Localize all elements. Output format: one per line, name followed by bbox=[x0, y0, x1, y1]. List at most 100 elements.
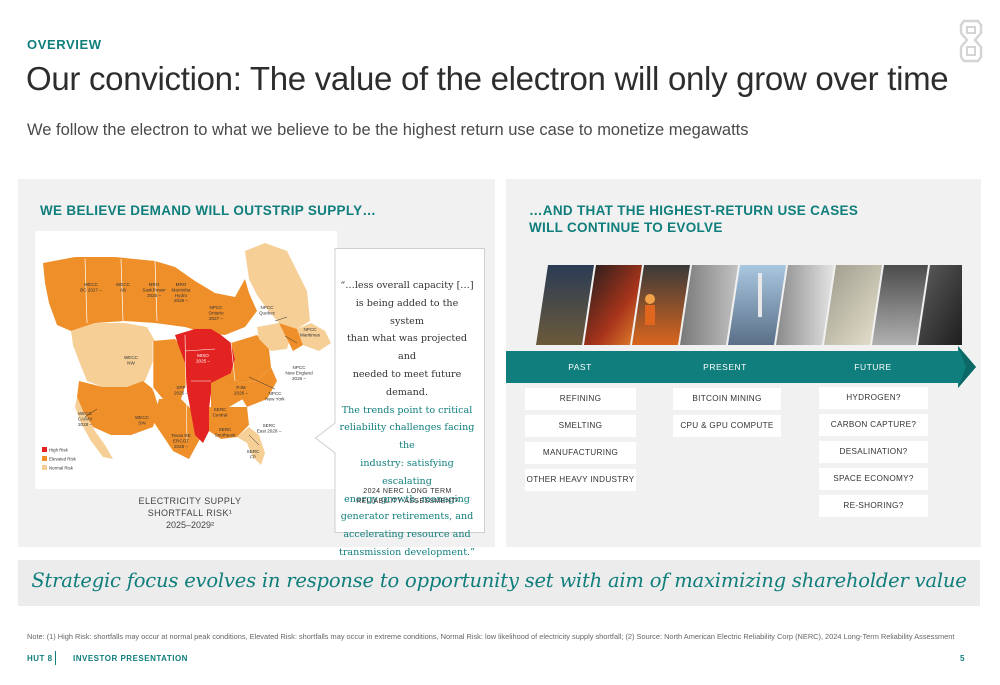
map-label-mro-manitoba: MRO Manitoba Hydro 2028 – bbox=[172, 282, 191, 303]
map-region-new-england bbox=[279, 323, 303, 351]
worker-photo bbox=[632, 265, 690, 345]
page-subtitle: We follow the electron to what we believ… bbox=[27, 121, 749, 139]
map-label-npcc-quebec: NPCC Quebec bbox=[259, 305, 276, 315]
refinery-photo bbox=[536, 265, 594, 345]
timeline-label-future: FUTURE bbox=[854, 362, 892, 372]
quote-line-highlight: energy growth, managing bbox=[344, 493, 470, 505]
map-region-florida bbox=[237, 427, 265, 465]
hut8-logo-icon bbox=[959, 19, 983, 63]
map-label-wecc-bc: WECC BC 2027 – bbox=[80, 282, 102, 292]
map-label-npcc-ontario: NPCC Ontario 2027 – bbox=[208, 305, 224, 321]
use-case-past: SMELTING bbox=[525, 415, 636, 437]
map-label-serc-fp: SERC FP bbox=[247, 449, 260, 459]
map-label-wecc-nw: WECC NW bbox=[124, 355, 139, 365]
strategy-banner-text: Strategic focus evolves in response to o… bbox=[31, 569, 967, 592]
quote-line: is being added to the system bbox=[355, 297, 459, 327]
use-cases-heading-line-2: WILL CONTINUE TO EVOLVE bbox=[529, 220, 723, 235]
map-label-npcc-maritimes: NPCC Maritimes bbox=[300, 327, 321, 337]
quote-line-highlight: reliability challenges facing the bbox=[339, 422, 475, 452]
map-label-wecc-ab: WECC AB bbox=[116, 282, 131, 292]
quote-source-line-2: RELIABILITY ASSESSMENT² bbox=[356, 498, 459, 505]
map-label-serc-southeast: SERC Southeast bbox=[215, 427, 236, 437]
map-region-spp bbox=[153, 339, 187, 399]
map-label-serc-central: SERC Central bbox=[213, 407, 228, 417]
map-caption-line-1: ELECTRICITY SUPPLY bbox=[138, 496, 242, 506]
map-label-wecc-camx: WECC CA/MX 2028 – bbox=[78, 411, 93, 427]
section-eyebrow: OVERVIEW bbox=[27, 37, 102, 52]
quote-line-highlight: industry: satisfying escalating bbox=[360, 457, 454, 487]
map-label-texas-re: Texas RE ERCOT 2028 – bbox=[171, 433, 191, 449]
supply-shortfall-map: WECC BC 2027 – WECC AB MRO SaskPower 2026 – … bbox=[42, 243, 331, 471]
legend-label-high: High Risk bbox=[49, 448, 69, 453]
map-caption-line-3: 2025–2029² bbox=[165, 520, 215, 530]
use-case-present: BITCOIN MINING bbox=[673, 388, 781, 410]
map-label-npcc-new-england: NPCC New England 2026 – bbox=[285, 365, 313, 381]
page-title: Our conviction: The value of the electro… bbox=[26, 60, 949, 97]
map-region-southwest bbox=[77, 381, 159, 435]
strategy-banner bbox=[18, 560, 980, 606]
map-region-serc-east bbox=[239, 367, 277, 407]
mineral-photo bbox=[824, 265, 882, 345]
footer-divider bbox=[55, 651, 56, 665]
footer-company: HUT 8 bbox=[27, 654, 53, 663]
map-label-spp: SPP 2025 – bbox=[174, 385, 188, 395]
map-label-serc-east: SERC East 2028 – bbox=[257, 423, 282, 433]
timeline-label-past: PAST bbox=[568, 362, 592, 372]
page-number: 5 bbox=[960, 654, 965, 663]
map-region-maritimes bbox=[297, 323, 331, 351]
quote-callout-box bbox=[315, 248, 485, 533]
quote-line: needed to meet future demand. bbox=[352, 368, 462, 398]
solar-farm-photo bbox=[728, 265, 786, 345]
map-region-pjm bbox=[231, 335, 271, 383]
map-region-western-canada bbox=[43, 257, 257, 335]
use-case-past: MANUFACTURING bbox=[525, 442, 636, 464]
timeline-arrow bbox=[506, 346, 976, 388]
legend-swatch-high bbox=[42, 447, 47, 452]
map-label-wecc-sw: WECC SW bbox=[135, 415, 150, 425]
quote-line-highlight: The trends point to critical bbox=[341, 404, 473, 416]
map-caption: ELECTRICITY SUPPLY SHORTFALL RISK¹ 2025–… bbox=[120, 495, 260, 531]
quote-source: 2024 NERC LONG TERM RELIABILITY ASSESSME… bbox=[345, 487, 470, 507]
quote-line: than what was projected and bbox=[346, 333, 468, 363]
map-region-west bbox=[71, 323, 155, 387]
timeline-label-present: PRESENT bbox=[703, 362, 747, 372]
legend-label-normal: Normal Risk bbox=[49, 466, 74, 471]
use-case-future: SPACE ECONOMY? bbox=[819, 468, 928, 490]
map-label-miso: MISO 2025 – bbox=[196, 353, 210, 363]
turbine-photo bbox=[680, 265, 738, 345]
quote-line-highlight: transmission development.” bbox=[338, 546, 475, 558]
map-caption-line-2: SHORTFALL RISK¹ bbox=[147, 508, 233, 518]
data-center-photo bbox=[776, 265, 834, 345]
quote-line: “…less overall capacity […] bbox=[340, 280, 474, 291]
use-case-future: RE-SHORING? bbox=[819, 495, 928, 517]
use-cases-heading: …AND THAT THE HIGHEST-RETURN USE CASES W… bbox=[529, 202, 858, 236]
footnote: Note: (1) High Risk: shortfalls may occu… bbox=[27, 632, 955, 641]
legend-swatch-elevated bbox=[42, 456, 47, 461]
quote-line-highlight: accelerating resource and bbox=[343, 529, 471, 541]
rocket-launch-photo bbox=[872, 265, 928, 345]
quote-source-line-1: 2024 NERC LONG TERM bbox=[363, 488, 452, 495]
use-case-past: REFINING bbox=[525, 388, 636, 410]
legend-label-elevated: Elevated Risk bbox=[49, 457, 77, 462]
use-case-photo-strip bbox=[536, 265, 962, 345]
map-legend: High Risk Elevated Risk Normal Risk bbox=[42, 447, 77, 471]
map-region-serc-central bbox=[211, 373, 243, 407]
steel-mill-photo bbox=[584, 265, 642, 345]
robotics-photo bbox=[918, 265, 962, 345]
use-case-future: DESALINATION? bbox=[819, 441, 928, 463]
map-region-serc-southeast bbox=[209, 407, 249, 439]
use-case-future: HYDROGEN? bbox=[819, 387, 928, 409]
map-label-npcc-new-york: NPCC New York bbox=[265, 391, 285, 401]
nerc-quote: “…less overall capacity […] is being add… bbox=[338, 277, 476, 562]
use-case-future: CARBON CAPTURE? bbox=[819, 414, 928, 436]
map-region-ercot bbox=[153, 399, 201, 459]
map-label-mro-saskpower: MRO SaskPower 2026 – bbox=[142, 282, 166, 298]
map-region-quebec bbox=[245, 243, 310, 329]
map-region-miso bbox=[175, 329, 235, 443]
map-label-pjm: PJM 2026 – bbox=[234, 385, 248, 395]
quote-line-highlight: generator retirements, and bbox=[340, 511, 474, 523]
use-case-past: OTHER HEAVY INDUSTRY bbox=[525, 469, 636, 491]
legend-swatch-normal bbox=[42, 465, 47, 470]
use-cases-heading-line-1: …AND THAT THE HIGHEST-RETURN USE CASES bbox=[529, 203, 859, 218]
demand-heading: WE BELIEVE DEMAND WILL OUTSTRIP SUPPLY… bbox=[40, 203, 377, 218]
